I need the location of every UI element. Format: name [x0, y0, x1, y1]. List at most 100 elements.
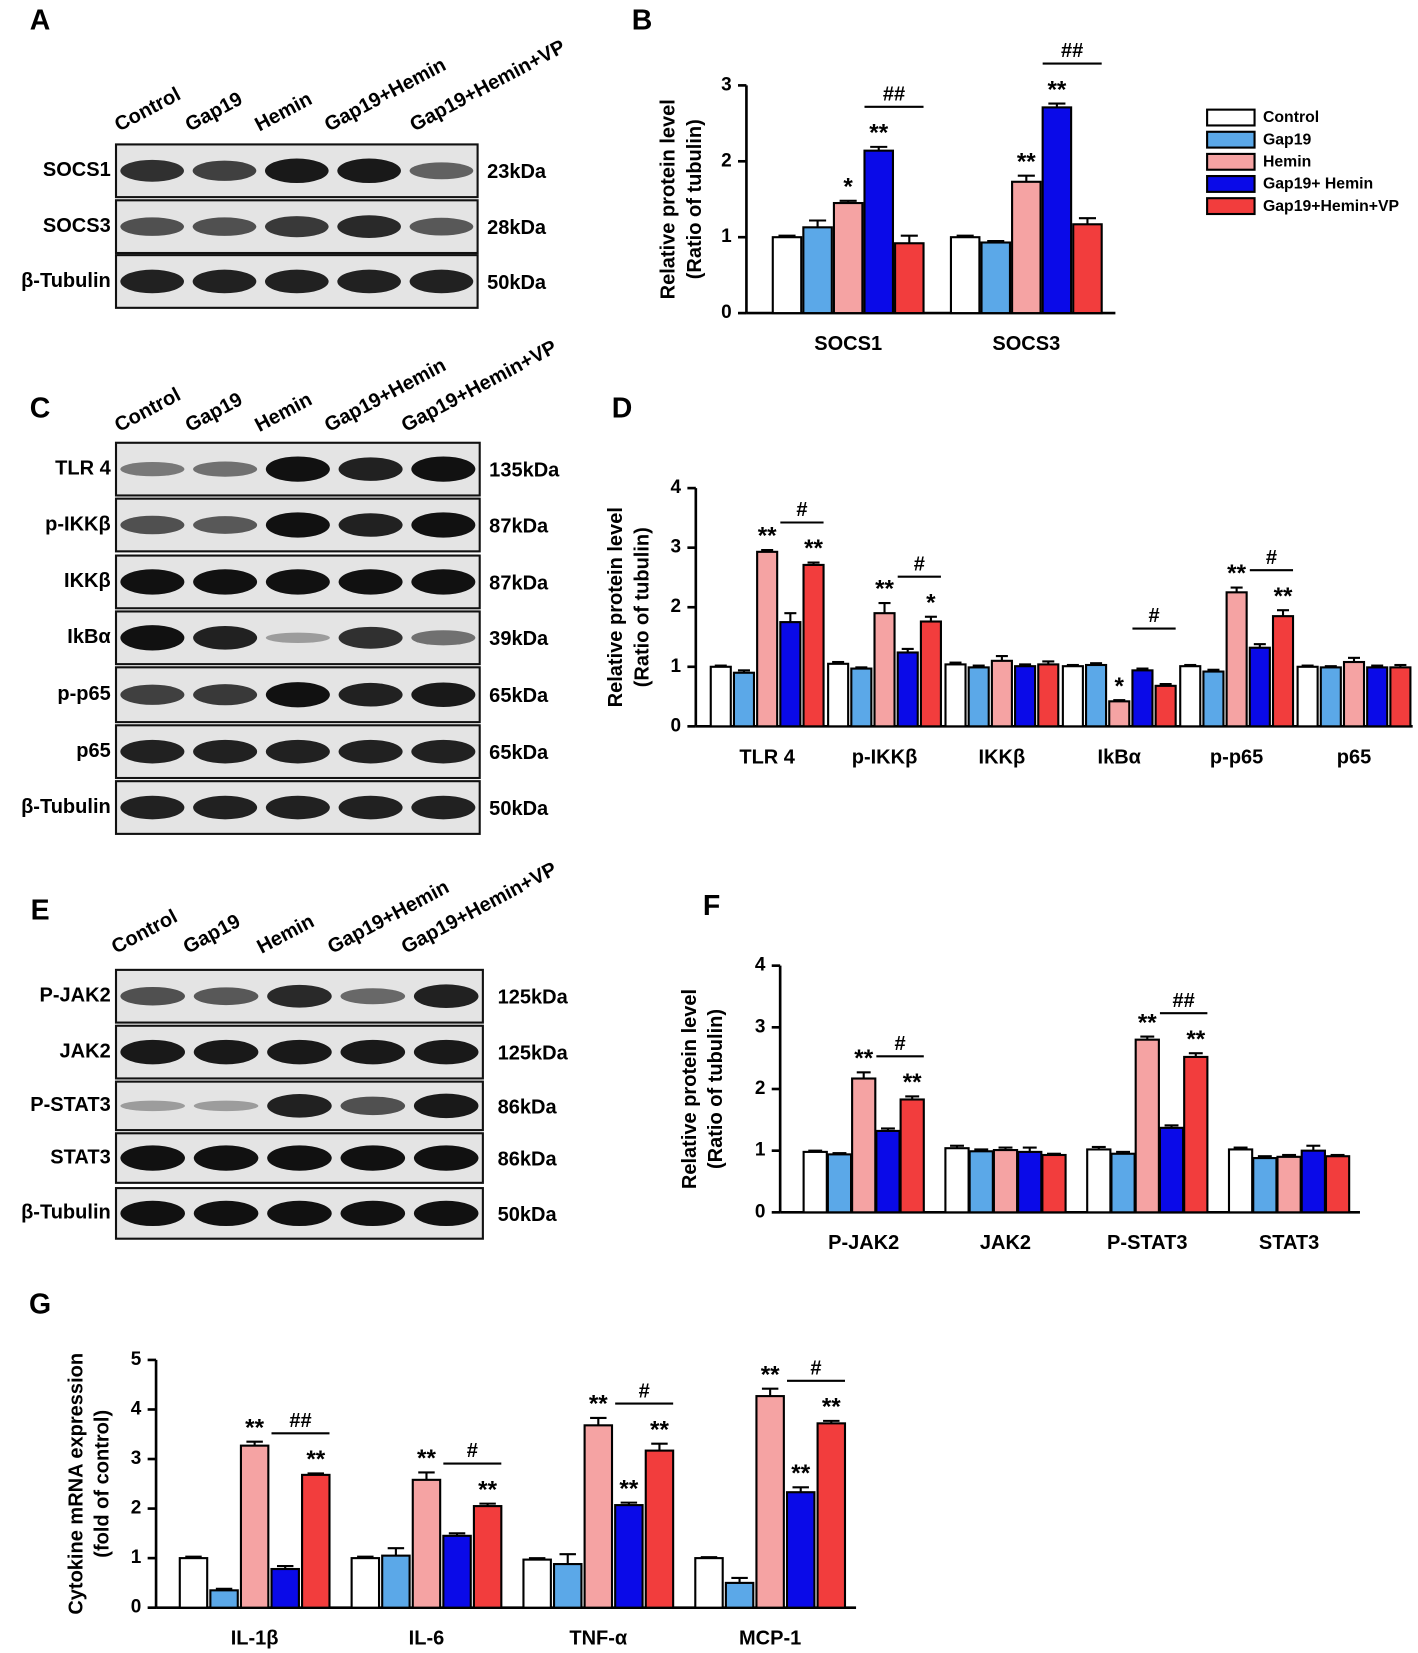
bar	[967, 666, 990, 728]
blot-band	[338, 739, 403, 764]
comparison-label: #	[914, 553, 925, 575]
significance-label: **	[854, 1045, 873, 1072]
legend-swatch	[1206, 152, 1256, 171]
y-axis-label: (fold of control)	[92, 1410, 114, 1558]
bar	[1086, 1148, 1112, 1214]
x-tick-label: p-p65	[1210, 746, 1263, 768]
significance-label: **	[619, 1475, 638, 1502]
x-tick-label: p-IKKβ	[852, 746, 918, 768]
bar	[990, 659, 1013, 728]
blot-band	[193, 739, 258, 764]
bar	[827, 662, 850, 728]
bar	[1110, 1152, 1136, 1214]
y-tick-label: 0	[721, 302, 732, 323]
bar	[1271, 615, 1295, 728]
x-tick-label: IKKβ	[979, 746, 1026, 768]
x-tick-label: MCP-1	[739, 1628, 801, 1650]
protein-label: β-Tubulin	[21, 1202, 111, 1224]
blot-band	[413, 1200, 479, 1227]
blot-band	[413, 984, 479, 1009]
bar	[442, 1534, 472, 1609]
bar	[1041, 1153, 1067, 1214]
blot-band	[120, 739, 185, 764]
bar	[875, 1129, 901, 1214]
blot-band	[193, 987, 259, 1006]
blot-band	[411, 569, 476, 595]
comparison-label: ##	[1061, 40, 1083, 62]
legend-swatch	[1206, 174, 1256, 193]
bar	[694, 1557, 724, 1609]
blot-band	[120, 986, 185, 1006]
bar	[1319, 666, 1342, 728]
protein-label: β-Tubulin	[21, 796, 111, 818]
bar	[944, 663, 967, 728]
size-label: 28kDa	[487, 217, 547, 239]
bar	[1131, 669, 1154, 728]
blot-band	[340, 988, 406, 1005]
blot-band	[192, 217, 257, 236]
size-label: 50kDa	[498, 1204, 558, 1226]
bar	[1061, 665, 1084, 728]
blot-band	[265, 456, 330, 482]
bar	[1324, 1155, 1351, 1214]
bar	[1296, 665, 1319, 728]
comparison-label: #	[1148, 605, 1159, 627]
bar	[1154, 684, 1177, 728]
protein-label: IKKβ	[64, 570, 111, 592]
blot-band	[337, 158, 401, 184]
legend-label: Hemin	[1263, 154, 1311, 171]
significance-label: **	[478, 1476, 497, 1503]
bar	[411, 1478, 442, 1609]
blot-band	[120, 684, 185, 705]
y-tick-label: 3	[721, 74, 732, 95]
bar	[614, 1504, 644, 1609]
y-axis-label: Relative protein level	[679, 989, 701, 1189]
bar	[980, 241, 1012, 315]
bar	[992, 1148, 1019, 1214]
blot-band	[340, 1200, 406, 1227]
blot-band	[413, 1145, 479, 1171]
bar	[1300, 1149, 1326, 1214]
significance-label: **	[869, 120, 888, 147]
protein-label: p65	[76, 740, 111, 762]
bar	[1085, 663, 1108, 728]
bar	[816, 1422, 847, 1609]
bar	[1179, 665, 1202, 728]
legend-label: Control	[1263, 109, 1319, 126]
blot-band	[340, 1145, 406, 1171]
bar	[1014, 665, 1037, 728]
bar	[1276, 1155, 1302, 1214]
y-tick-label: 3	[671, 537, 682, 558]
legend-label: Gap19+ Hemin	[1263, 176, 1373, 193]
y-tick-label: 0	[671, 715, 682, 736]
significance-label: **	[822, 1394, 841, 1421]
significance-label: **	[903, 1069, 922, 1096]
bar	[1227, 1148, 1254, 1214]
y-tick-label: 0	[755, 1201, 766, 1222]
blot-band	[264, 269, 329, 294]
significance-label: **	[791, 1460, 810, 1487]
size-label: 125kDa	[498, 1042, 569, 1064]
bar	[552, 1563, 583, 1609]
blot-band	[193, 461, 258, 477]
significance-label: **	[589, 1391, 608, 1418]
bar	[270, 1567, 300, 1609]
y-tick-label: 4	[755, 955, 766, 976]
x-tick-label: SOCS1	[814, 333, 882, 355]
blot-band	[265, 739, 330, 764]
bar	[1158, 1126, 1185, 1214]
size-label: 65kDa	[489, 685, 549, 707]
bar	[1037, 663, 1060, 728]
x-tick-label: IkBα	[1098, 746, 1142, 768]
blot-band	[192, 160, 257, 181]
y-tick-label: 4	[131, 1398, 142, 1419]
size-label: 86kDa	[498, 1148, 558, 1170]
blot-band	[120, 1100, 185, 1112]
bar	[802, 226, 833, 315]
blot-band	[193, 516, 258, 534]
comparison-label: #	[810, 1357, 821, 1379]
protein-label: JAK2	[60, 1040, 111, 1062]
blot-band	[192, 269, 257, 294]
bar	[178, 1557, 209, 1609]
protein-label: SOCS1	[43, 159, 111, 181]
